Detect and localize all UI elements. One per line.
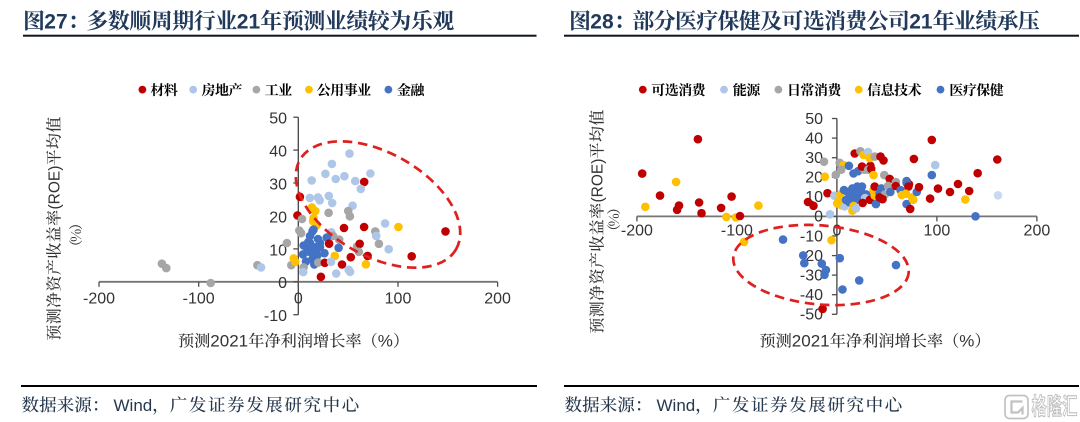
svg-text:50: 50 [269, 111, 287, 128]
svg-text:-50: -50 [800, 307, 823, 324]
svg-text:-40: -40 [800, 287, 823, 304]
svg-text:-100: -100 [721, 223, 753, 240]
svg-text:%: % [378, 332, 393, 351]
svg-text:30: 30 [269, 176, 287, 193]
svg-text:20: 20 [269, 209, 287, 226]
svg-text:100: 100 [924, 223, 951, 240]
svg-text:0: 0 [278, 275, 287, 292]
svg-text:20: 20 [805, 170, 823, 187]
svg-text:%: % [959, 332, 974, 351]
svg-text:-30: -30 [800, 267, 823, 284]
svg-text:100: 100 [385, 291, 412, 308]
svg-text:40: 40 [269, 144, 287, 161]
svg-text:10: 10 [269, 242, 287, 259]
svg-text:(ROE): (ROE) [590, 159, 607, 203]
svg-text:28: 28 [590, 11, 614, 34]
svg-text:21: 21 [237, 11, 261, 34]
svg-text:-10: -10 [800, 228, 823, 245]
svg-text:2021: 2021 [792, 332, 830, 351]
svg-text:21: 21 [909, 11, 933, 34]
svg-text:40: 40 [805, 130, 823, 147]
svg-text:27: 27 [44, 11, 67, 34]
svg-text:-200: -200 [621, 223, 653, 240]
svg-text:-10: -10 [264, 308, 287, 325]
svg-text:200: 200 [484, 291, 511, 308]
svg-text:30: 30 [805, 150, 823, 167]
svg-text:200: 200 [1024, 223, 1051, 240]
svg-text:Wind: Wind [657, 396, 696, 415]
svg-text:0: 0 [294, 291, 303, 308]
svg-text:50: 50 [805, 111, 823, 128]
svg-text:(ROE): (ROE) [47, 166, 64, 210]
svg-text:2021: 2021 [210, 332, 248, 351]
svg-text:-100: -100 [183, 291, 215, 308]
svg-text:0: 0 [814, 209, 823, 226]
svg-text:-200: -200 [83, 291, 115, 308]
svg-text:0: 0 [832, 223, 841, 240]
svg-text:Wind: Wind [114, 396, 153, 415]
